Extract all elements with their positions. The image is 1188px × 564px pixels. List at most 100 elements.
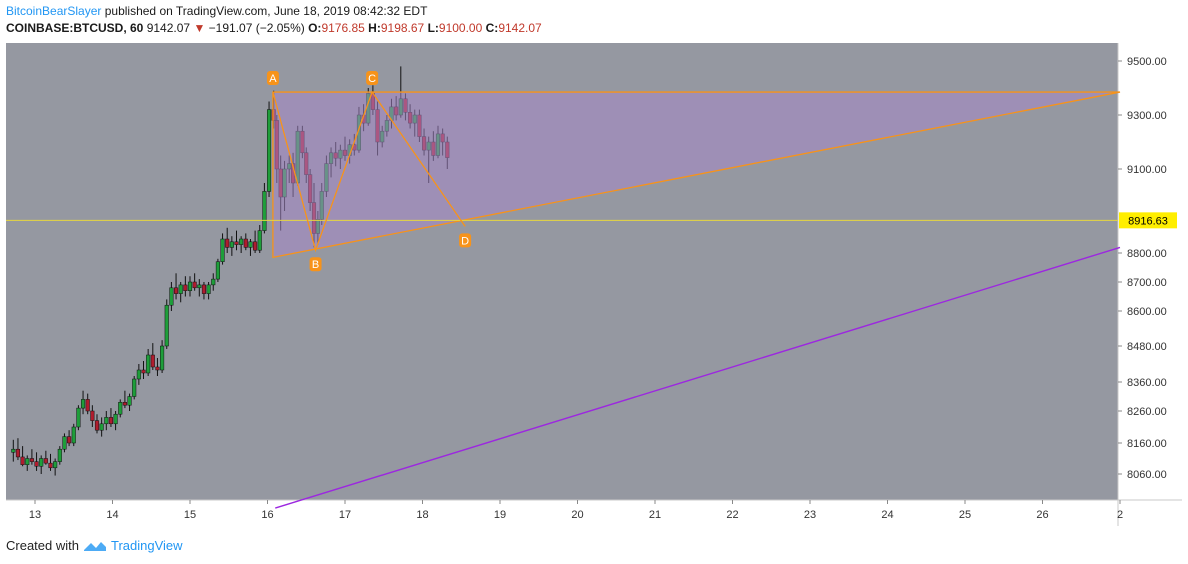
candle-body [76, 407, 81, 428]
candle-body [34, 461, 39, 467]
candle-body [43, 458, 48, 464]
point-label-b: B [312, 259, 319, 271]
x-tick-label: 17 [339, 509, 351, 521]
point-label-a: A [269, 73, 277, 85]
footer: Created with TradingView [6, 538, 183, 553]
author-link[interactable]: BitcoinBearSlayer [6, 4, 102, 18]
y-tick-label: 8800.00 [1127, 248, 1167, 260]
candle-body [201, 284, 206, 294]
candle-body [267, 109, 272, 192]
x-tick-label: 26 [1036, 509, 1048, 521]
candle-body [113, 413, 118, 425]
candle-body [178, 284, 183, 294]
candle-body [206, 284, 211, 294]
candle-body [257, 230, 262, 251]
price-tag-label: 8916.63 [1128, 215, 1168, 227]
x-tick-label: 22 [726, 509, 738, 521]
candle-body [20, 456, 25, 465]
y-tick-label: 8700.00 [1127, 277, 1167, 289]
candle-body [62, 436, 67, 450]
candle-body [29, 458, 34, 462]
candle-body [187, 281, 193, 291]
price-tag-box [1119, 212, 1177, 229]
candle-body [85, 399, 90, 412]
pattern-drawings[interactable]: A B C D [6, 71, 1121, 509]
x-tick-label: 19 [494, 509, 506, 521]
candle-body [108, 417, 114, 425]
candle-body [215, 261, 220, 280]
x-tick-label: 16 [261, 509, 273, 521]
price-change: −191.07 (−2.05%) [208, 21, 305, 35]
candle-body [183, 284, 188, 291]
y-tick-label: 9300.00 [1127, 110, 1167, 122]
x-tick-label: 25 [959, 509, 971, 521]
point-badge-a [266, 71, 279, 86]
point-label-c: C [368, 73, 376, 85]
candle-body [141, 369, 146, 374]
x-tick-label: 20 [571, 509, 583, 521]
candle-body [11, 448, 16, 453]
candle-body [90, 410, 95, 421]
time-axis[interactable] [6, 500, 1182, 526]
y-tick-label: 8060.00 [1127, 469, 1167, 481]
abcd-pattern-line [272, 90, 466, 253]
x-tick-label: 21 [649, 509, 661, 521]
open-value: 9176.85 [321, 21, 365, 35]
candle-body [104, 417, 109, 425]
candle-body [99, 423, 104, 431]
candle-body [192, 281, 197, 289]
close-label: C: [485, 21, 499, 35]
candle-body [239, 238, 244, 245]
chart-header-line-2: COINBASE:BTCUSD, 60 9142.07 ▼ −191.07 (−… [6, 21, 542, 35]
chart-header-line-1: BitcoinBearSlayer published on TradingVi… [6, 4, 427, 18]
x-tick-label: 24 [881, 509, 893, 521]
candle-body [57, 448, 62, 462]
y-tick-label: 8360.00 [1127, 377, 1167, 389]
candle-body [48, 462, 53, 469]
candle-body [67, 436, 72, 444]
candle-body [211, 278, 216, 286]
candle-body [164, 304, 169, 347]
candle-body [25, 458, 30, 465]
candle-body [127, 396, 132, 406]
candle-body [248, 241, 253, 248]
close-value: 9142.07 [498, 21, 542, 35]
candle-body [160, 345, 165, 371]
y-tick-label: 8160.00 [1127, 438, 1167, 450]
x-tick-label: 14 [106, 509, 118, 521]
last-price: 9142.07 [146, 21, 191, 35]
point-badge-c [366, 71, 379, 86]
candle-body [81, 399, 86, 409]
symbol-label: COINBASE:BTCUSD, 60 [6, 21, 144, 35]
low-label: L: [427, 21, 439, 35]
x-axis-ticks: 13 14 15 16 17 18 19 20 21 22 23 24 25 26 2 [29, 500, 1123, 521]
candle-body [243, 238, 248, 248]
y-tick-label: 8260.00 [1127, 406, 1167, 418]
candle-body [132, 378, 137, 397]
triangle-pattern [272, 91, 1121, 259]
x-tick-label: 23 [804, 509, 816, 521]
candle-body [229, 241, 234, 248]
candle-body [118, 402, 123, 415]
y-axis-ticks: 8060.00 8160.00 8260.00 8360.00 8480.00 8600.… [1118, 56, 1167, 481]
created-with-text: Created with [6, 538, 79, 553]
x-tick-label: 15 [184, 509, 196, 521]
tradingview-link[interactable]: TradingView [110, 538, 183, 553]
current-price-tag: 8916.63 [1119, 212, 1177, 229]
x-tick-label: 13 [29, 509, 41, 521]
y-tick-label: 8480.00 [1127, 341, 1167, 353]
price-axis[interactable] [1118, 43, 1182, 500]
tradingview-logo-icon [83, 541, 106, 551]
open-label: O: [308, 21, 322, 35]
x-tick-label: 2 [1117, 509, 1123, 521]
candle-body [169, 287, 174, 306]
point-badge-b [309, 257, 322, 272]
candle-body [150, 354, 155, 368]
candle-body [234, 241, 239, 245]
candle-body [197, 284, 202, 289]
y-tick-label: 9100.00 [1127, 164, 1167, 176]
low-value: 9100.00 [438, 21, 483, 35]
candle-body [136, 369, 141, 380]
candle-body [53, 461, 58, 469]
